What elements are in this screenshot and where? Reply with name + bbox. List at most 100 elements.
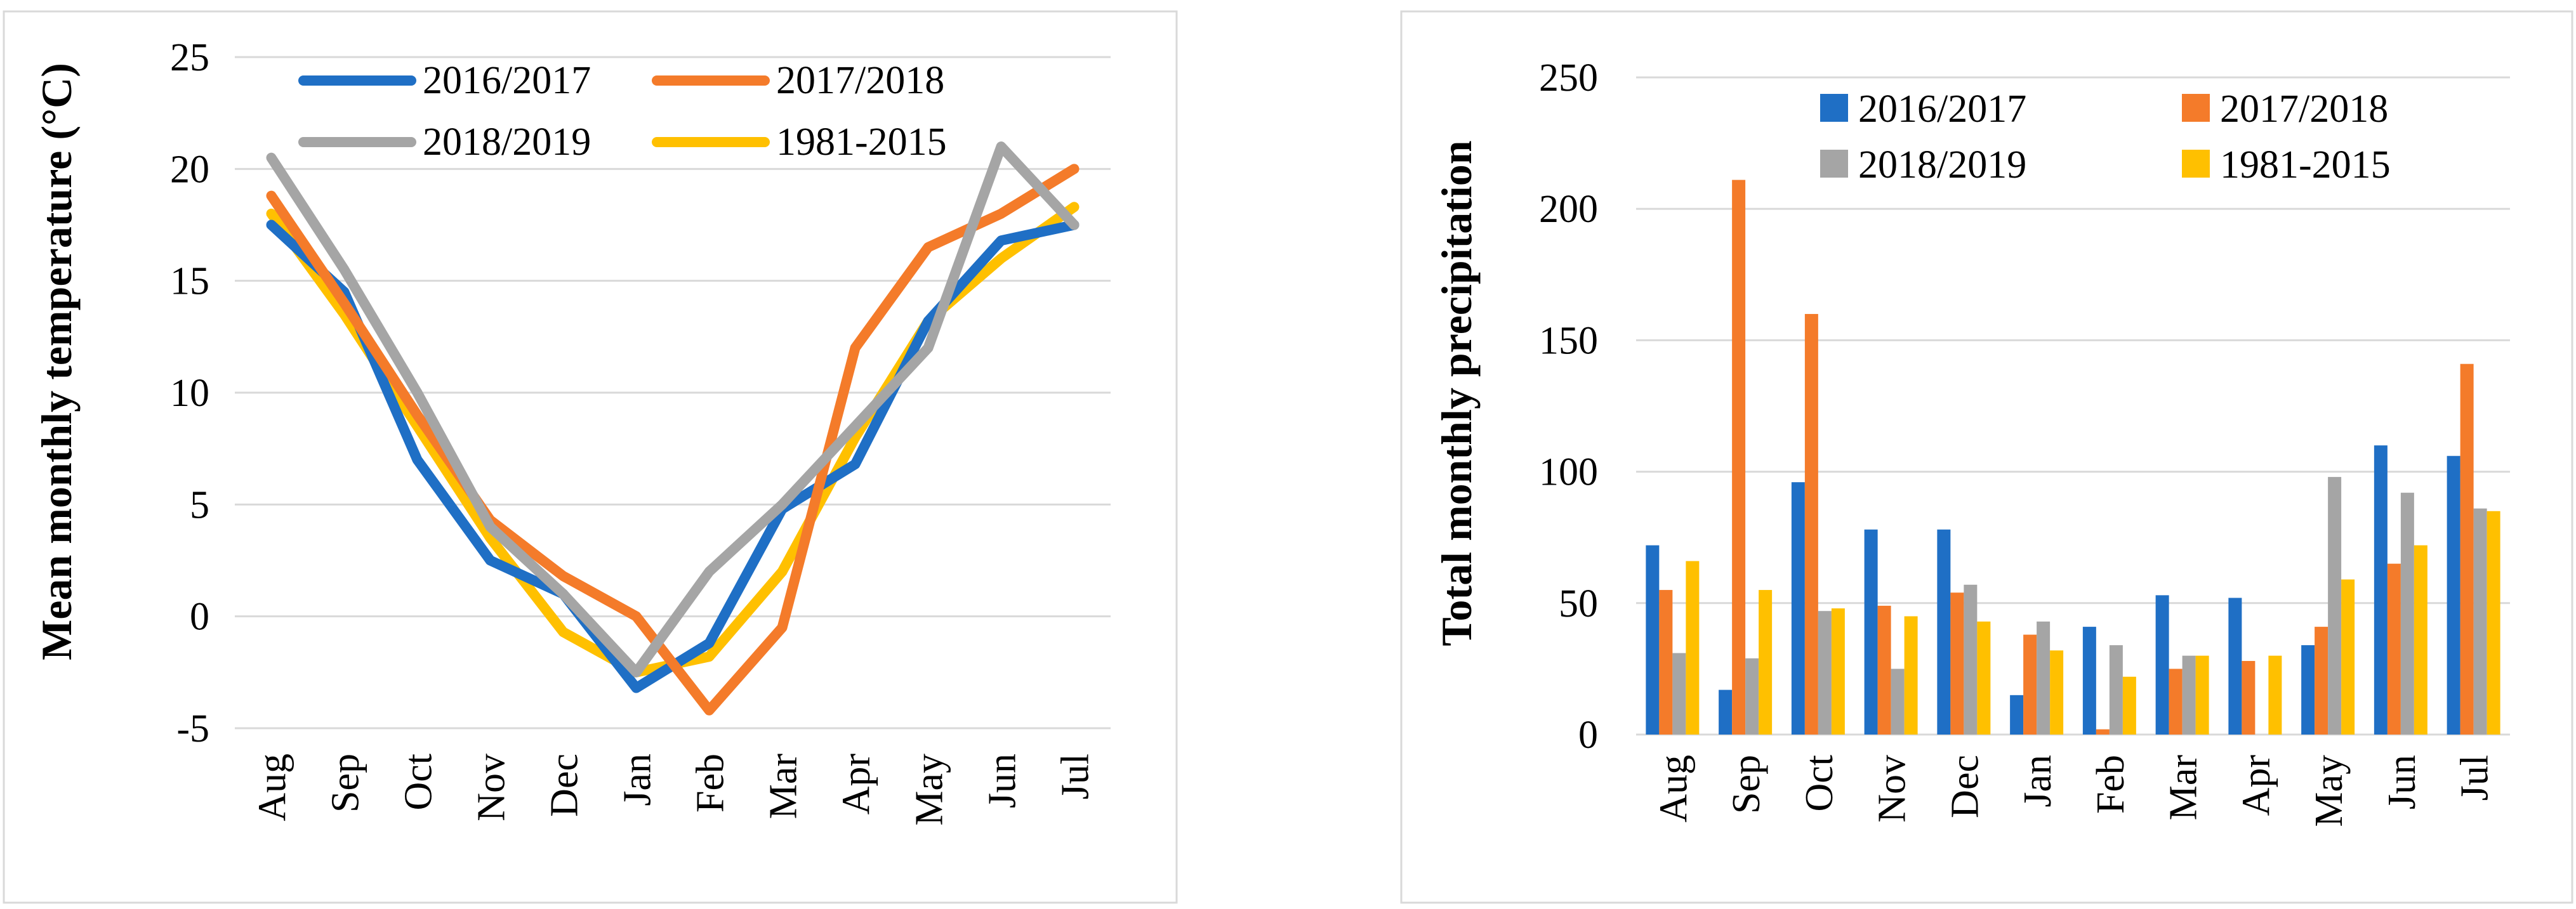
temperature-x-tick: Nov	[470, 754, 513, 821]
precipitation-legend-label: 2017/2018	[2220, 88, 2388, 131]
temperature-y-tick: 10	[170, 372, 209, 415]
precipitation-bar-2017-2018-jun	[2387, 563, 2401, 735]
temperature-y-tick: -5	[176, 707, 209, 750]
precipitation-bar-1981-2015-dec	[1977, 621, 1991, 735]
temperature-y-tick: 5	[190, 483, 209, 526]
precipitation-bar-2016-2017-jun	[2374, 445, 2388, 735]
precipitation-x-tick-labels: Aug Sep Oct Nov Dec Jan Feb Mar Apr May Jun Jul	[1652, 755, 2496, 827]
temperature-legend-label: 2018/2019	[423, 121, 591, 164]
precipitation-bar-2016-2017-jul	[2447, 455, 2460, 735]
precipitation-bar-1981-2015-may	[2341, 579, 2355, 735]
temperature-legend-label: 1981-2015	[776, 121, 947, 164]
precipitation-bar-2016-2017-jan	[2010, 695, 2024, 735]
precipitation-bar-1981-2015-nov	[1904, 616, 1918, 735]
temperature-y-axis-label: Mean monthly temperature (°C)	[32, 63, 81, 660]
temperature-y-tick: 25	[170, 36, 209, 79]
temperature-gridlines	[235, 56, 1111, 729]
precipitation-x-tick: Feb	[2089, 755, 2132, 814]
temperature-chart-frame	[3, 10, 1178, 904]
precipitation-bar-2016-2017-oct	[1791, 482, 1805, 735]
precipitation-bar-2017-2018-oct	[1804, 313, 1818, 735]
temperature-x-tick: Oct	[397, 754, 440, 811]
precipitation-bar-2016-2017-feb	[2082, 627, 2096, 735]
precipitation-y-tick: 100	[1539, 451, 1598, 494]
precipitation-legend-swatch-1981-2015	[2182, 150, 2210, 178]
precipitation-bar-2018-2019-sep	[1745, 658, 1759, 735]
precipitation-x-tick: Sep	[1725, 755, 1768, 814]
temperature-y-tick: 15	[170, 260, 209, 303]
precipitation-bar-1981-2015-jan	[2050, 650, 2064, 735]
temperature-series-lines	[266, 141, 1080, 716]
precipitation-bar-2017-2018-feb	[2096, 729, 2110, 735]
precipitation-y-tick-labels: 0 50 100 150 200 250	[1539, 56, 1598, 757]
temperature-x-tick: Aug	[251, 754, 294, 821]
precipitation-bar-2018-2019-dec	[1964, 584, 1978, 735]
precipitation-y-axis-label: Total monthly precipitation	[1432, 140, 1481, 646]
precipitation-legend-label: 1981-2015	[2220, 143, 2391, 186]
precipitation-bar-2017-2018-apr	[2242, 660, 2256, 735]
precipitation-legend-swatch-2017-2018	[2182, 94, 2210, 122]
temperature-x-tick: Dec	[543, 754, 586, 817]
precipitation-bar-1981-2015-oct	[1831, 608, 1845, 735]
precipitation-bar-1981-2015-mar	[2195, 655, 2209, 735]
temperature-x-tick: Jul	[1054, 754, 1097, 799]
precipitation-legend-swatch-2016-2017	[1820, 94, 1848, 122]
precipitation-x-tick: Dec	[1943, 755, 1986, 818]
precipitation-bar-2016-2017-mar	[2155, 595, 2169, 735]
precipitation-bar-2018-2019-jan	[2037, 621, 2051, 735]
temperature-line-chart: -5 0 5 10 15 20 25 Aug Sep Oct Nov Dec Jan Feb Mar Apr…	[3, 10, 1178, 904]
precipitation-bar-1981-2015-jul	[2487, 511, 2500, 735]
temperature-x-tick: Sep	[324, 754, 367, 813]
precipitation-y-tick: 200	[1539, 188, 1598, 231]
precipitation-y-tick: 50	[1559, 582, 1598, 625]
precipitation-legend-swatch-2018-2019	[1820, 150, 1848, 178]
precipitation-bar-2016-2017-aug	[1646, 545, 1660, 735]
precipitation-bar-2018-2019-feb	[2109, 645, 2123, 735]
precipitation-bar-2018-2019-mar	[2182, 655, 2196, 735]
precipitation-bar-2016-2017-may	[2301, 645, 2315, 735]
precipitation-bar-2018-2019-aug	[1672, 653, 1686, 735]
precipitation-bar-2017-2018-nov	[1877, 605, 1891, 735]
precipitation-bar-2016-2017-apr	[2228, 598, 2242, 735]
precipitation-bar-chart: 0 50 100 150 200 250 Aug Sep Oct Nov Dec Jan Feb Mar…	[1400, 10, 2573, 904]
precipitation-x-tick: Jan	[2016, 755, 2059, 808]
precipitation-bar-2017-2018-jul	[2460, 363, 2474, 735]
precipitation-y-tick: 0	[1578, 714, 1598, 757]
temperature-x-tick: Jan	[616, 754, 659, 806]
precipitation-bar-2016-2017-dec	[1937, 529, 1951, 735]
temperature-legend-label: 2016/2017	[423, 59, 591, 102]
precipitation-bar-2018-2019-jun	[2400, 492, 2414, 735]
precipitation-gridlines	[1636, 76, 2510, 736]
temperature-y-tick: 0	[190, 596, 209, 639]
precipitation-x-tick: Jun	[2381, 755, 2424, 809]
precipitation-bar-1981-2015-apr	[2268, 655, 2282, 735]
temperature-x-tick: Apr	[835, 754, 878, 815]
precipitation-bar-1981-2015-feb	[2122, 676, 2136, 735]
precipitation-x-tick: Aug	[1652, 755, 1695, 823]
precipitation-legend-label: 2016/2017	[1858, 88, 2026, 131]
precipitation-legend-label: 2018/2019	[1858, 143, 2026, 186]
precipitation-x-tick: Oct	[1798, 755, 1841, 812]
precipitation-bar-2017-2018-sep	[1732, 180, 1746, 735]
precipitation-bar-2017-2018-mar	[2169, 669, 2183, 735]
precipitation-bar-2018-2019-nov	[1891, 669, 1905, 735]
temperature-line-2017-2018	[266, 164, 1080, 716]
temperature-x-tick: Mar	[762, 754, 805, 820]
precipitation-bar-2016-2017-sep	[1719, 690, 1733, 735]
temperature-legend-label: 2017/2018	[776, 59, 944, 102]
precipitation-bar-2016-2017-nov	[1864, 529, 1878, 735]
precipitation-y-tick: 150	[1539, 319, 1598, 362]
precipitation-x-tick: Apr	[2235, 755, 2278, 816]
precipitation-bar-2017-2018-dec	[1950, 592, 1964, 735]
precipitation-bar-1981-2015-jun	[2414, 545, 2427, 735]
temperature-x-tick: Jun	[981, 754, 1024, 808]
precipitation-series-bars	[1646, 180, 2500, 735]
precipitation-bar-2017-2018-jan	[2023, 634, 2037, 735]
precipitation-bar-2018-2019-oct	[1818, 611, 1832, 735]
precipitation-bar-1981-2015-aug	[1686, 561, 1700, 735]
temperature-x-tick: Feb	[689, 754, 732, 813]
precipitation-legend: 2016/2017 2017/2018 2018/2019 1981-2015	[1820, 88, 2391, 186]
precipitation-bar-2018-2019-may	[2328, 476, 2342, 735]
precipitation-x-tick: Nov	[1871, 755, 1914, 823]
